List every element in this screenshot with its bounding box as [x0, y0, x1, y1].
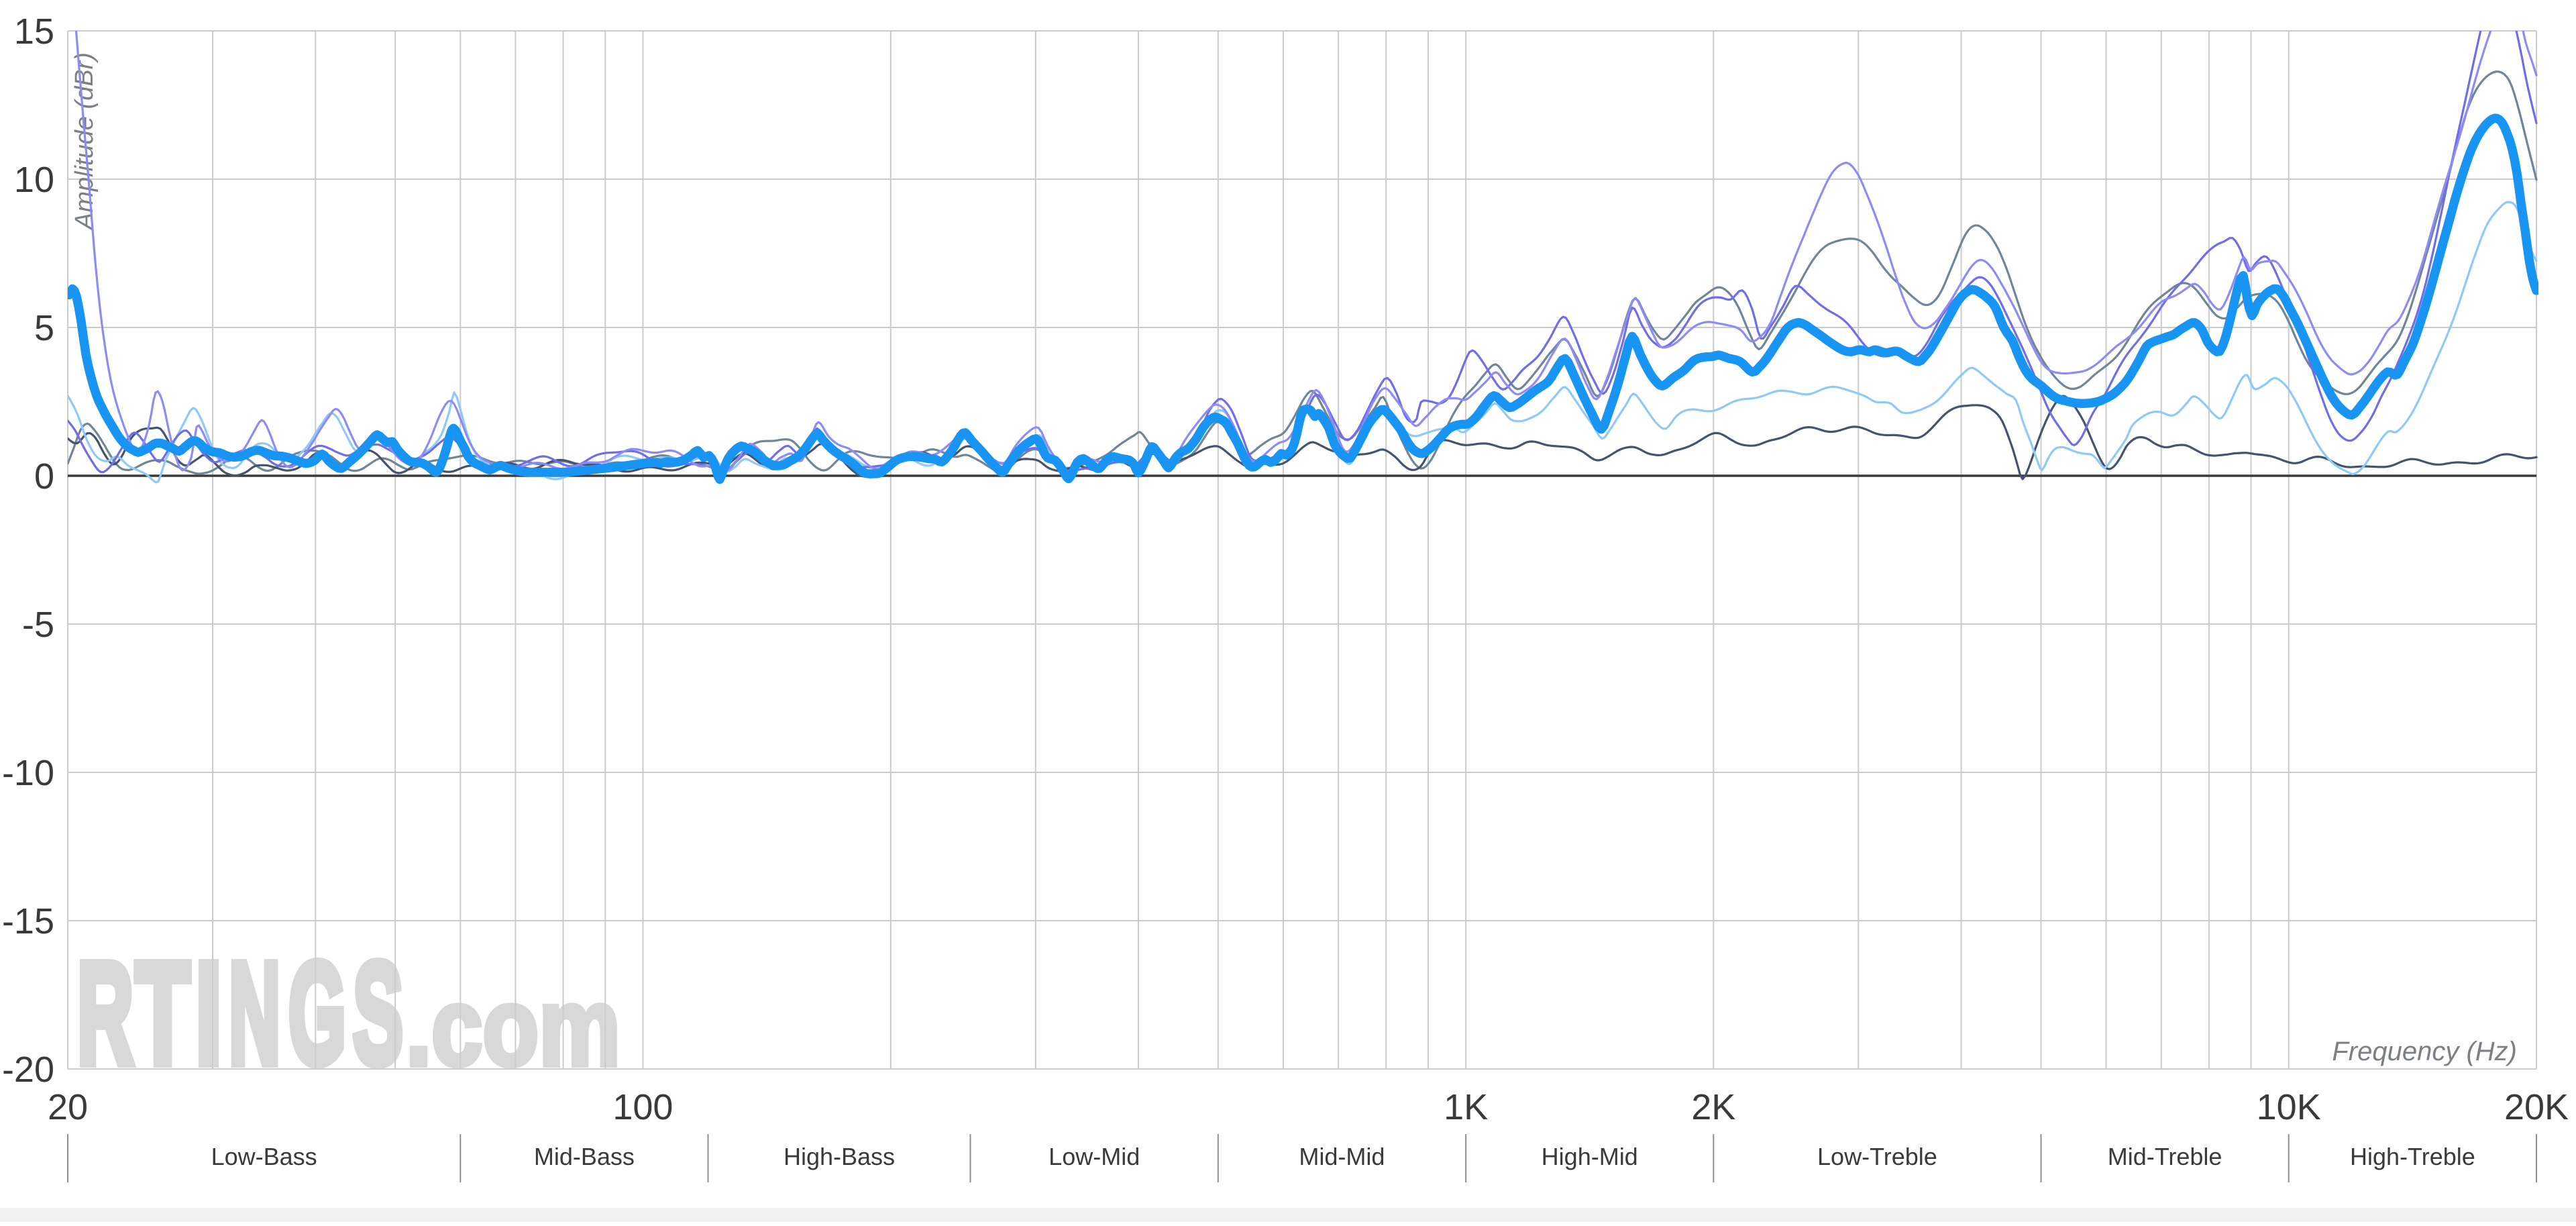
svg-text:Low-Treble: Low-Treble: [1817, 1143, 1937, 1170]
svg-text:R: R: [77, 932, 133, 1094]
svg-text:0: 0: [34, 456, 54, 497]
svg-text:Low-Mid: Low-Mid: [1049, 1143, 1140, 1170]
svg-text:-15: -15: [2, 901, 54, 941]
svg-text:Frequency (Hz): Frequency (Hz): [2332, 1037, 2517, 1066]
svg-text:High-Bass: High-Bass: [784, 1143, 895, 1170]
svg-text:15: 15: [14, 11, 54, 52]
svg-text:1K: 1K: [1444, 1087, 1488, 1127]
svg-text:G: G: [288, 932, 346, 1094]
svg-text:2K: 2K: [1691, 1087, 1735, 1127]
svg-text:5: 5: [34, 308, 54, 348]
svg-text:N: N: [229, 932, 280, 1094]
svg-text:20K: 20K: [2504, 1087, 2569, 1127]
svg-text:100: 100: [612, 1087, 673, 1127]
svg-text:Mid-Treble: Mid-Treble: [2108, 1143, 2222, 1170]
svg-text:20: 20: [48, 1087, 88, 1127]
svg-text:I: I: [195, 932, 222, 1094]
svg-text:-20: -20: [2, 1050, 54, 1090]
svg-text:10K: 10K: [2257, 1087, 2321, 1127]
svg-text:10: 10: [14, 160, 54, 200]
svg-text:-5: -5: [22, 605, 54, 645]
svg-text:T: T: [136, 932, 190, 1094]
svg-text:S: S: [353, 932, 403, 1094]
svg-text:Low-Bass: Low-Bass: [211, 1143, 317, 1170]
svg-text:.com: .com: [406, 965, 621, 1088]
svg-text:High-Mid: High-Mid: [1542, 1143, 1638, 1170]
svg-text:-10: -10: [2, 753, 54, 793]
svg-text:Mid-Mid: Mid-Mid: [1299, 1143, 1385, 1170]
svg-text:High-Treble: High-Treble: [2350, 1143, 2475, 1170]
svg-text:Mid-Bass: Mid-Bass: [534, 1143, 635, 1170]
